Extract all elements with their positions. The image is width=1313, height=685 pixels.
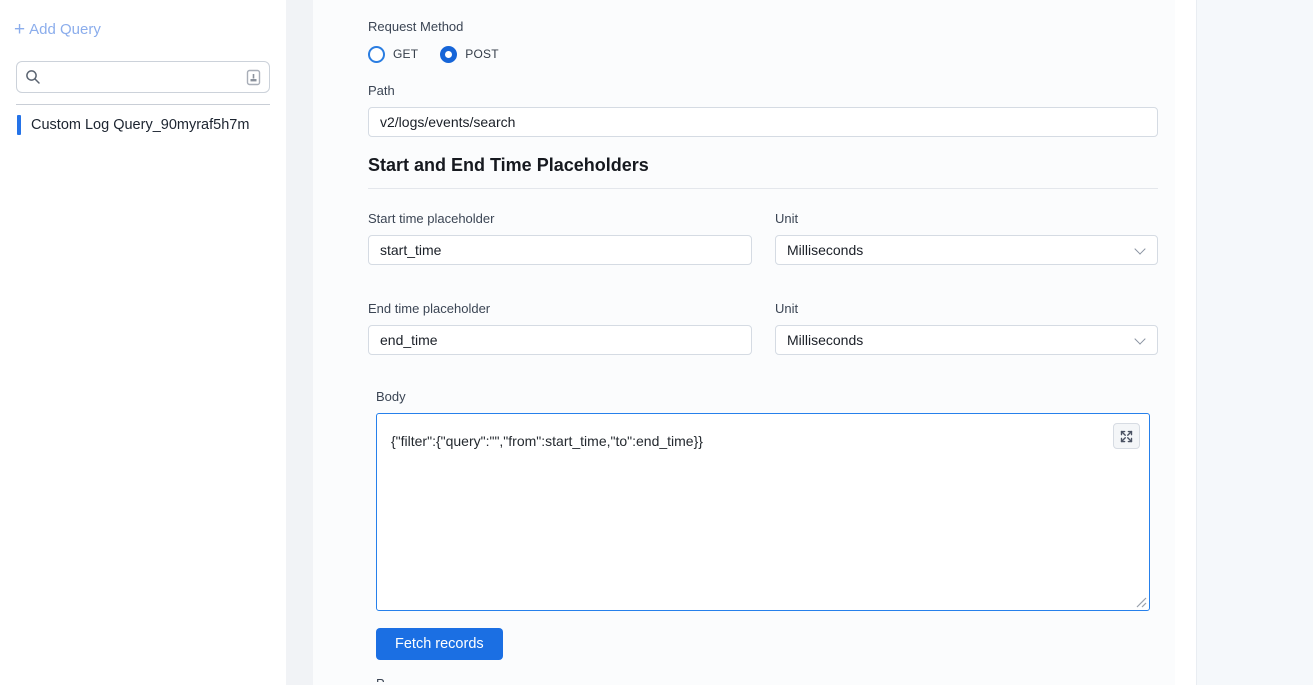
end-unit-label: Unit — [775, 301, 799, 316]
chevron-down-icon — [1134, 243, 1146, 255]
path-label: Path — [368, 83, 395, 98]
start-time-row: Start time placeholder Unit Milliseconds — [368, 211, 1158, 265]
end-time-input[interactable] — [368, 325, 752, 355]
request-method-radios: GET POST — [368, 45, 1175, 63]
search-icon — [26, 70, 40, 84]
expand-arrows-icon — [1120, 430, 1133, 442]
plus-icon: + — [14, 19, 26, 40]
radio-get-label: GET — [393, 47, 419, 61]
sidebar-divider — [16, 104, 270, 105]
shortcut-key-icon — [246, 69, 261, 86]
add-query-label: Add Query — [29, 21, 101, 38]
sidebar-search — [16, 61, 270, 93]
radio-option-get[interactable]: GET — [368, 45, 419, 63]
start-time-label: Start time placeholder — [368, 211, 495, 226]
sidebar-item-custom-log-query[interactable]: Custom Log Query_90myraf5h7m — [0, 115, 286, 135]
body-group: Body {"filter":{"query":"","from":start_… — [376, 389, 1175, 611]
end-unit-select[interactable]: Milliseconds — [775, 325, 1158, 355]
start-unit-select[interactable]: Milliseconds — [775, 235, 1158, 265]
end-time-label: End time placeholder — [368, 301, 491, 316]
section-divider — [368, 188, 1158, 189]
fetch-records-button[interactable]: Fetch records — [376, 628, 503, 660]
scrollbar-gutter[interactable] — [1175, 0, 1196, 685]
expand-button[interactable] — [1113, 423, 1140, 449]
query-item-label: Custom Log Query_90myraf5h7m — [31, 117, 250, 133]
chevron-down-icon — [1134, 333, 1146, 345]
section-heading: Start and End Time Placeholders — [368, 155, 649, 175]
left-gutter — [286, 0, 313, 685]
resize-handle[interactable] — [1135, 596, 1147, 608]
radio-selected-icon[interactable] — [440, 45, 458, 63]
start-unit-value: Milliseconds — [787, 242, 864, 258]
end-unit-value: Milliseconds — [787, 332, 864, 348]
query-form-panel: Request Method GET POST Path Start and E… — [313, 0, 1175, 685]
radio-option-post[interactable]: POST — [440, 45, 499, 63]
start-unit-label: Unit — [775, 211, 799, 226]
active-indicator-bar — [17, 115, 21, 135]
body-label: Body — [376, 389, 406, 404]
search-input[interactable] — [16, 61, 270, 93]
right-background-panel — [1196, 0, 1313, 685]
sidebar: + Add Query Custom Log Query_90myraf5h7m — [0, 0, 286, 685]
request-method-label: Request Method — [368, 19, 464, 34]
add-query-button[interactable]: + Add Query — [14, 20, 286, 39]
start-time-input[interactable] — [368, 235, 752, 265]
clipped-next-section-label: P — [376, 676, 1175, 682]
radio-unselected-icon[interactable] — [368, 45, 385, 63]
path-input[interactable] — [368, 107, 1158, 137]
end-time-row: End time placeholder Unit Milliseconds — [368, 301, 1158, 355]
radio-post-label: POST — [465, 47, 499, 61]
body-textarea[interactable]: {"filter":{"query":"","from":start_time,… — [376, 413, 1150, 611]
